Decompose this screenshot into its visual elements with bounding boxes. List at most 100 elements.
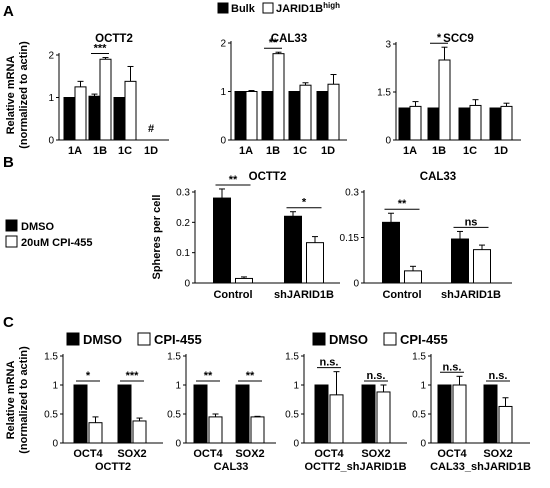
legend-c-right-dmso-swatch: [312, 332, 326, 346]
chart-a-octt2: 0 1 2 OCTT2 Relative mRNA(normalized to acti…: [5, 33, 169, 157]
legend-c-left-cpi-label: CPI-455: [154, 332, 202, 347]
category-label: Control: [213, 289, 252, 301]
bar-open: [235, 277, 253, 284]
legend-b: DMSO 20uM CPI-455: [5, 219, 93, 249]
bar-filled: [213, 197, 231, 284]
category-label: 1C: [463, 145, 477, 157]
significance-mark: #: [148, 123, 154, 135]
bar-filled: [437, 384, 452, 444]
category-label: 1B: [93, 145, 107, 157]
y-tick-label: 0: [420, 439, 426, 450]
y-tick-label: 0.15: [340, 233, 360, 244]
bar-filled: [398, 107, 411, 141]
bar-open: [473, 249, 491, 284]
significance-mark: *: [86, 370, 91, 382]
panel-letter-b: B: [3, 154, 14, 171]
y-tick-label: 3: [385, 40, 391, 51]
legend-c-left: DMSO CPI-455: [66, 332, 202, 347]
bar-open: [306, 242, 324, 284]
category-label: 1D: [144, 145, 158, 157]
significance-mark: *: [302, 197, 307, 209]
bar-open: [404, 270, 422, 284]
chart-title: OCTT2: [95, 33, 133, 45]
category-label: 1D: [494, 145, 508, 157]
y-axis-title: Relative mRNA(normalized to actin): [5, 346, 30, 454]
bar-open: [132, 420, 147, 444]
y-tick-label: 0.5: [412, 410, 426, 421]
legend-c-left-cpi-swatch: [137, 332, 151, 346]
y-axis-title: Spheres per cell: [151, 195, 163, 280]
bar-open: [498, 405, 513, 444]
bar-filled: [261, 91, 274, 141]
y-tick-label: 1.5: [285, 352, 299, 363]
category-label: OCT4: [437, 448, 467, 460]
bar-open: [500, 105, 513, 141]
bar-filled: [73, 384, 88, 444]
y-tick-label: 1: [175, 381, 181, 392]
y-tick-label: 0.3: [345, 188, 359, 199]
legend-a-bulk-label: Bulk: [231, 3, 256, 15]
panel-letter-a: A: [3, 3, 14, 20]
bar-open: [245, 91, 258, 141]
bar-open: [74, 86, 87, 141]
y-axis-title-line: Relative mRNA: [5, 361, 17, 440]
y-tick-label: 0: [353, 279, 359, 290]
y-axis-title-line: (normalized to actin): [18, 41, 30, 149]
y-tick-label: 0: [48, 136, 54, 147]
category-label: OCT4: [193, 448, 223, 460]
legend-a-jarid1b-label: JARID1Bhigh: [276, 1, 340, 15]
group-label: CAL33_shJARID1B: [430, 461, 531, 473]
bar-open: [88, 422, 103, 444]
chart-a-scc9: 0 1.5 3 SCC9 1A 1B * 1C 1D: [377, 32, 521, 157]
y-axis-title-line: (normalized to actin): [18, 346, 30, 454]
category-label: 1A: [403, 145, 417, 157]
legend-c-left-dmso-label: DMSO: [83, 332, 122, 347]
category-label: SOX2: [117, 448, 146, 460]
bar-filled: [316, 91, 329, 141]
chart-b-cal33: 0 0.15 0.3 CAL33 Control ** shJARID1B ns: [340, 171, 512, 301]
y-tick-label: 1.5: [167, 352, 181, 363]
chart-c-octt2: 0 0.5 1 1.5 OCTT2 Relative mRNA(normalized to…: [5, 346, 163, 473]
bar-open: [376, 391, 391, 444]
y-tick-label: 0.5: [44, 410, 58, 421]
legend-c-left-dmso-swatch: [66, 332, 80, 346]
significance-mark: n.s.: [443, 361, 462, 373]
chart-title: SCC9: [443, 33, 474, 45]
y-tick-label: 0.3: [176, 188, 190, 199]
legend-b-cpi-label: 20uM CPI-455: [21, 237, 93, 249]
group-label: OCTT2: [95, 461, 131, 473]
legend-c-right-dmso-label: DMSO: [329, 332, 368, 347]
bar-filled: [427, 107, 440, 141]
panel-letter-c: C: [3, 314, 14, 331]
y-tick-label: 1: [293, 381, 299, 392]
legend-a-bulk-swatch: [217, 2, 229, 14]
y-tick-label: 0.2: [176, 218, 190, 229]
category-label: 1D: [321, 145, 335, 157]
bar-filled: [63, 97, 76, 141]
legend-a-jarid1b-text: JARID1B: [276, 3, 323, 15]
y-tick-label: 0: [184, 279, 190, 290]
y-tick-label: 0: [293, 439, 299, 450]
category-label: 1B: [432, 145, 446, 157]
y-tick-label: 2: [220, 39, 226, 50]
y-tick-label: 1: [420, 381, 426, 392]
bar-filled: [314, 384, 329, 444]
bar-open: [208, 416, 223, 444]
y-axis-title: Relative mRNA(normalized to actin): [5, 41, 30, 149]
category-label: 1B: [266, 145, 280, 157]
y-tick-label: 1.5: [44, 352, 58, 363]
bar-filled: [284, 215, 302, 284]
y-tick-label: 1: [220, 87, 226, 98]
legend-c-right-cpi-swatch: [383, 332, 397, 346]
bar-filled: [483, 384, 498, 444]
bar-filled: [234, 91, 247, 141]
bar-filled: [288, 91, 301, 141]
legend-b-dmso-swatch: [5, 219, 18, 232]
y-tick-label: 1: [52, 381, 58, 392]
bar-open: [469, 104, 482, 141]
bar-filled: [235, 384, 250, 444]
bar-open: [99, 58, 112, 141]
